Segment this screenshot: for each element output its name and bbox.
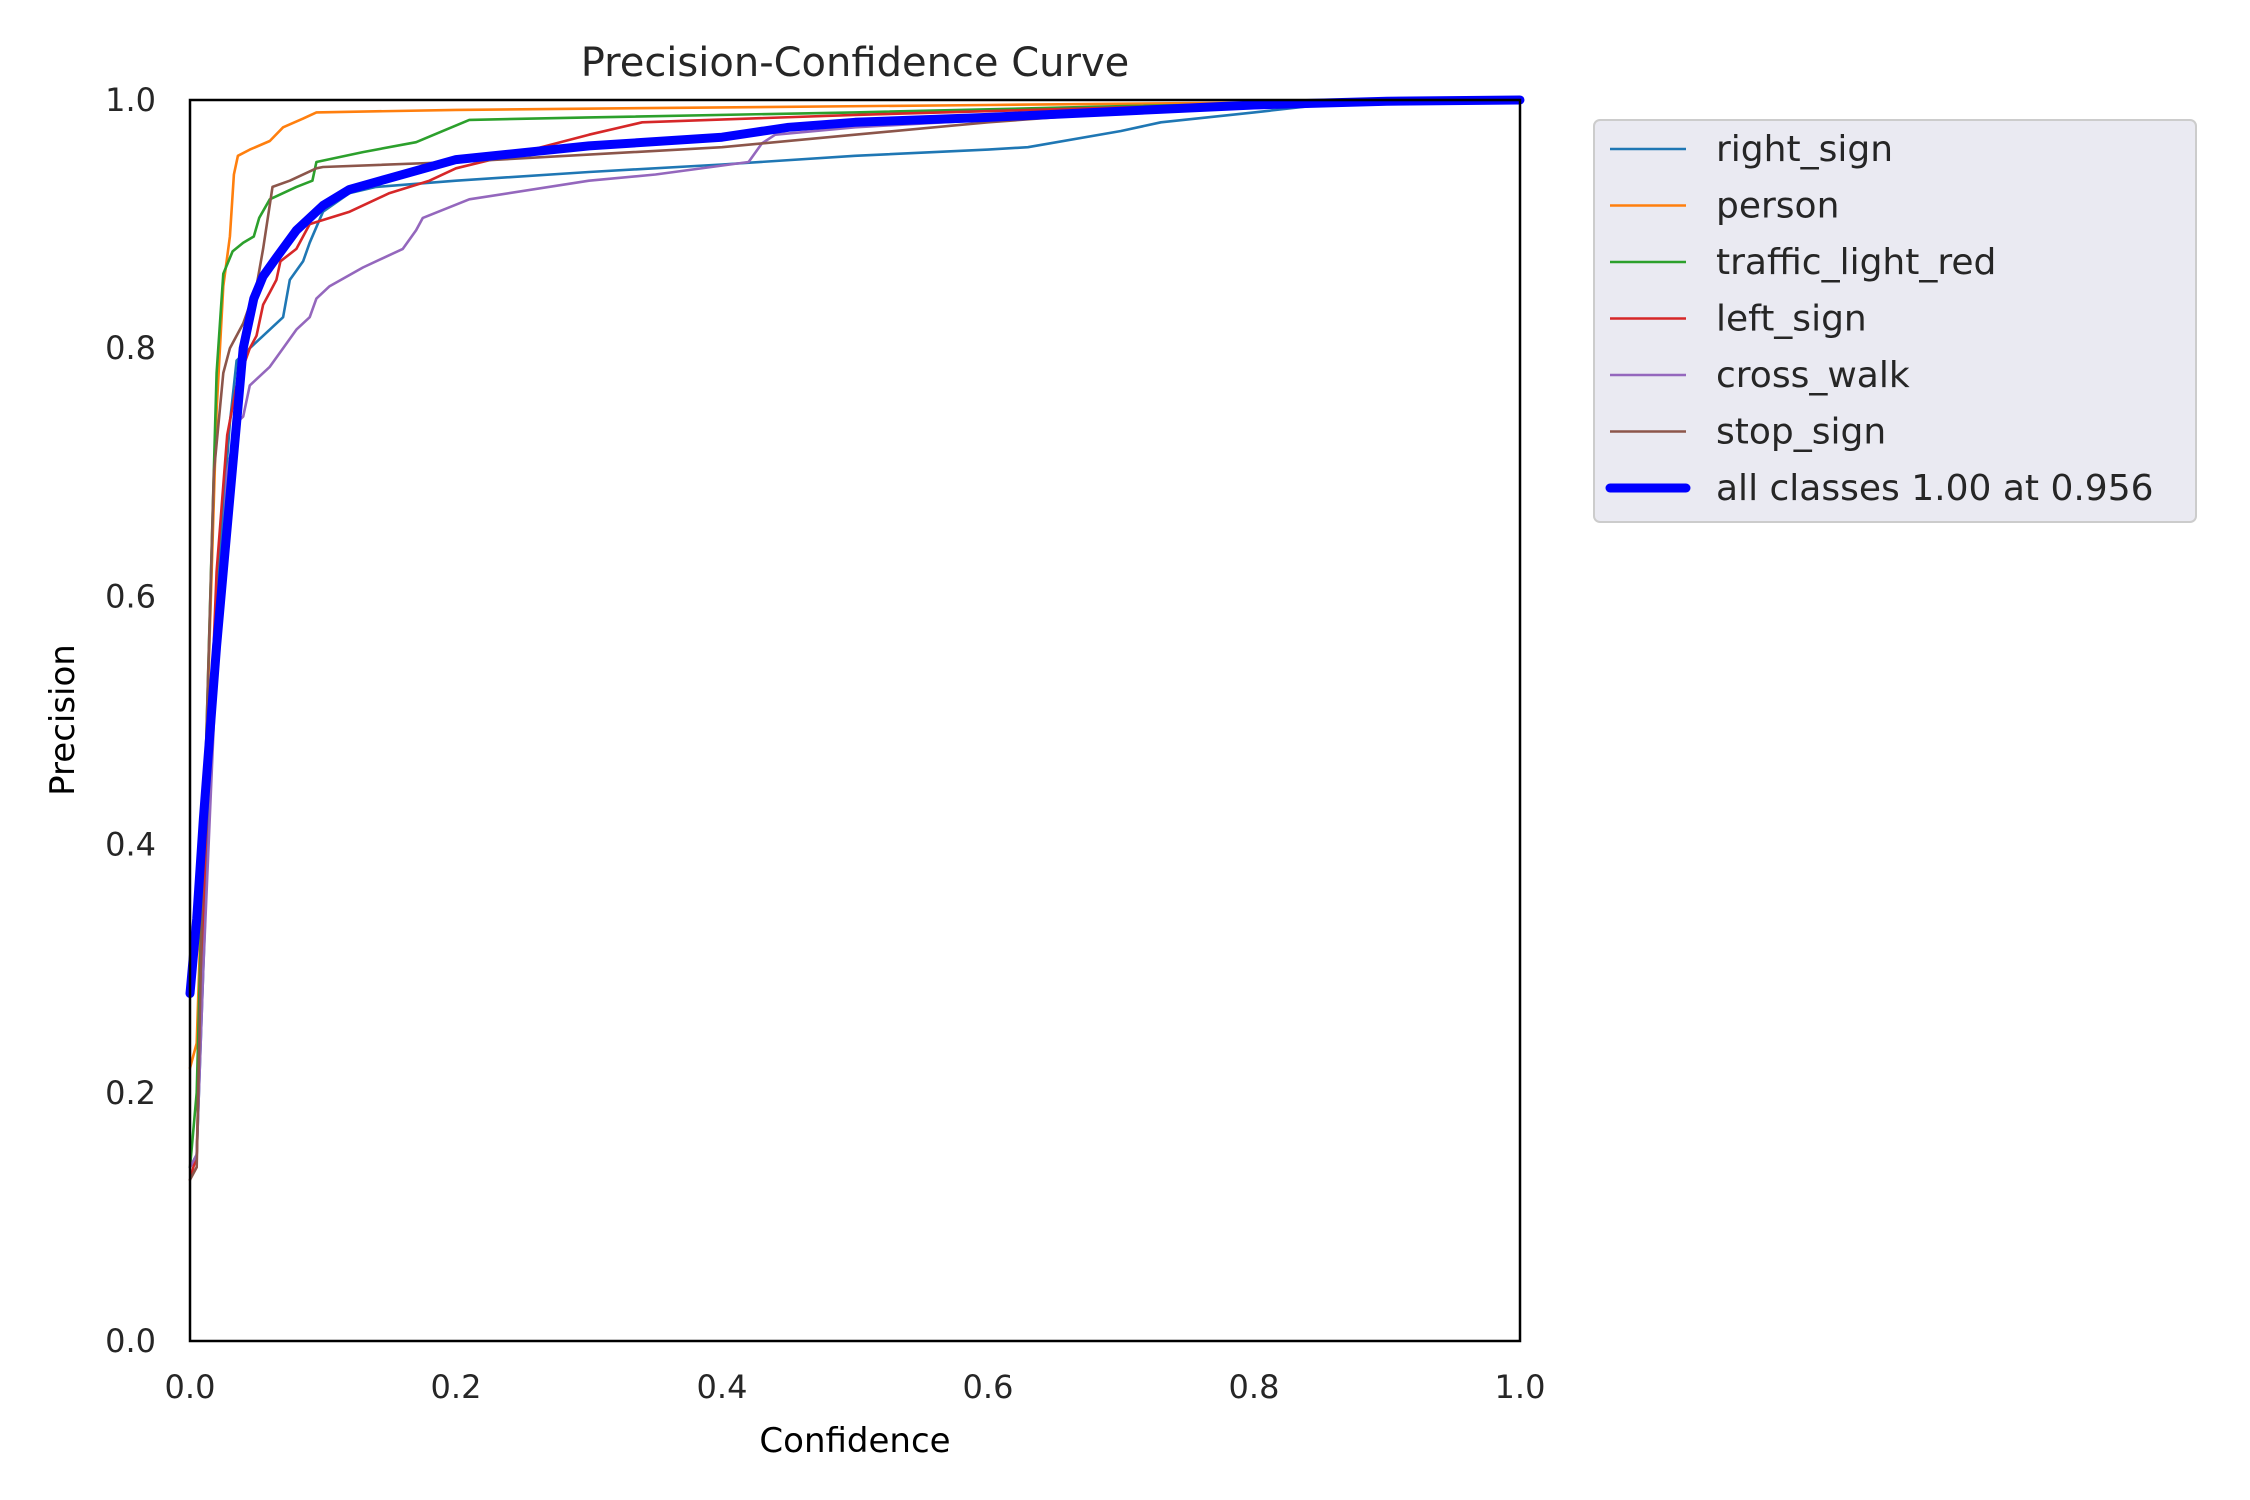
y-tick-label: 0.4: [105, 826, 156, 864]
legend-label: right_sign: [1716, 129, 1893, 170]
legend-label: left_sign: [1716, 299, 1867, 340]
x-axis-title: Confidence: [759, 1421, 950, 1461]
x-tick-label: 1.0: [1495, 1368, 1546, 1406]
x-tick-label: 0.8: [1229, 1368, 1280, 1406]
series-line-left-sign: [188, 98, 1522, 1181]
x-tick-label: 0.6: [963, 1368, 1014, 1406]
series-line-all-classes-1-00-at-0-956: [185, 95, 1525, 998]
series-line-stop-sign: [188, 98, 1522, 1181]
y-tick-label: 1.0: [105, 81, 156, 119]
y-tick-label: 0.6: [105, 577, 156, 615]
y-tick-label: 0.2: [105, 1074, 156, 1112]
legend-label: traffic_light_red: [1716, 242, 1996, 283]
plot-frame: [188, 98, 1522, 1343]
x-tick-label: 0.4: [697, 1368, 748, 1406]
legend-box: [1593, 119, 2197, 523]
y-axis-ticks: 0.0 0.2 0.4 0.6 0.8 1.0: [105, 81, 156, 1360]
legend-label: person: [1716, 186, 1839, 227]
plot-background: [190, 100, 1520, 1341]
plot-area: [190, 100, 1520, 1341]
x-tick-label: 0.0: [165, 1368, 216, 1406]
y-tick-label: 0.8: [105, 329, 156, 367]
legend-label: cross_walk: [1716, 355, 1910, 396]
legend-label: all classes 1.00 at 0.956: [1716, 468, 2154, 509]
series-layer: [185, 95, 1525, 1181]
series-line-traffic-light-red: [188, 98, 1522, 1169]
x-axis-ticks: 0.0 0.2 0.4 0.6 0.8 1.0: [165, 1368, 1546, 1406]
chart-title: Precision-Confidence Curve: [581, 40, 1130, 86]
legend-label: stop_sign: [1716, 412, 1886, 453]
x-tick-label: 0.2: [431, 1368, 482, 1406]
y-tick-label: 0.0: [105, 1322, 156, 1360]
y-axis-title: Precision: [43, 644, 83, 796]
